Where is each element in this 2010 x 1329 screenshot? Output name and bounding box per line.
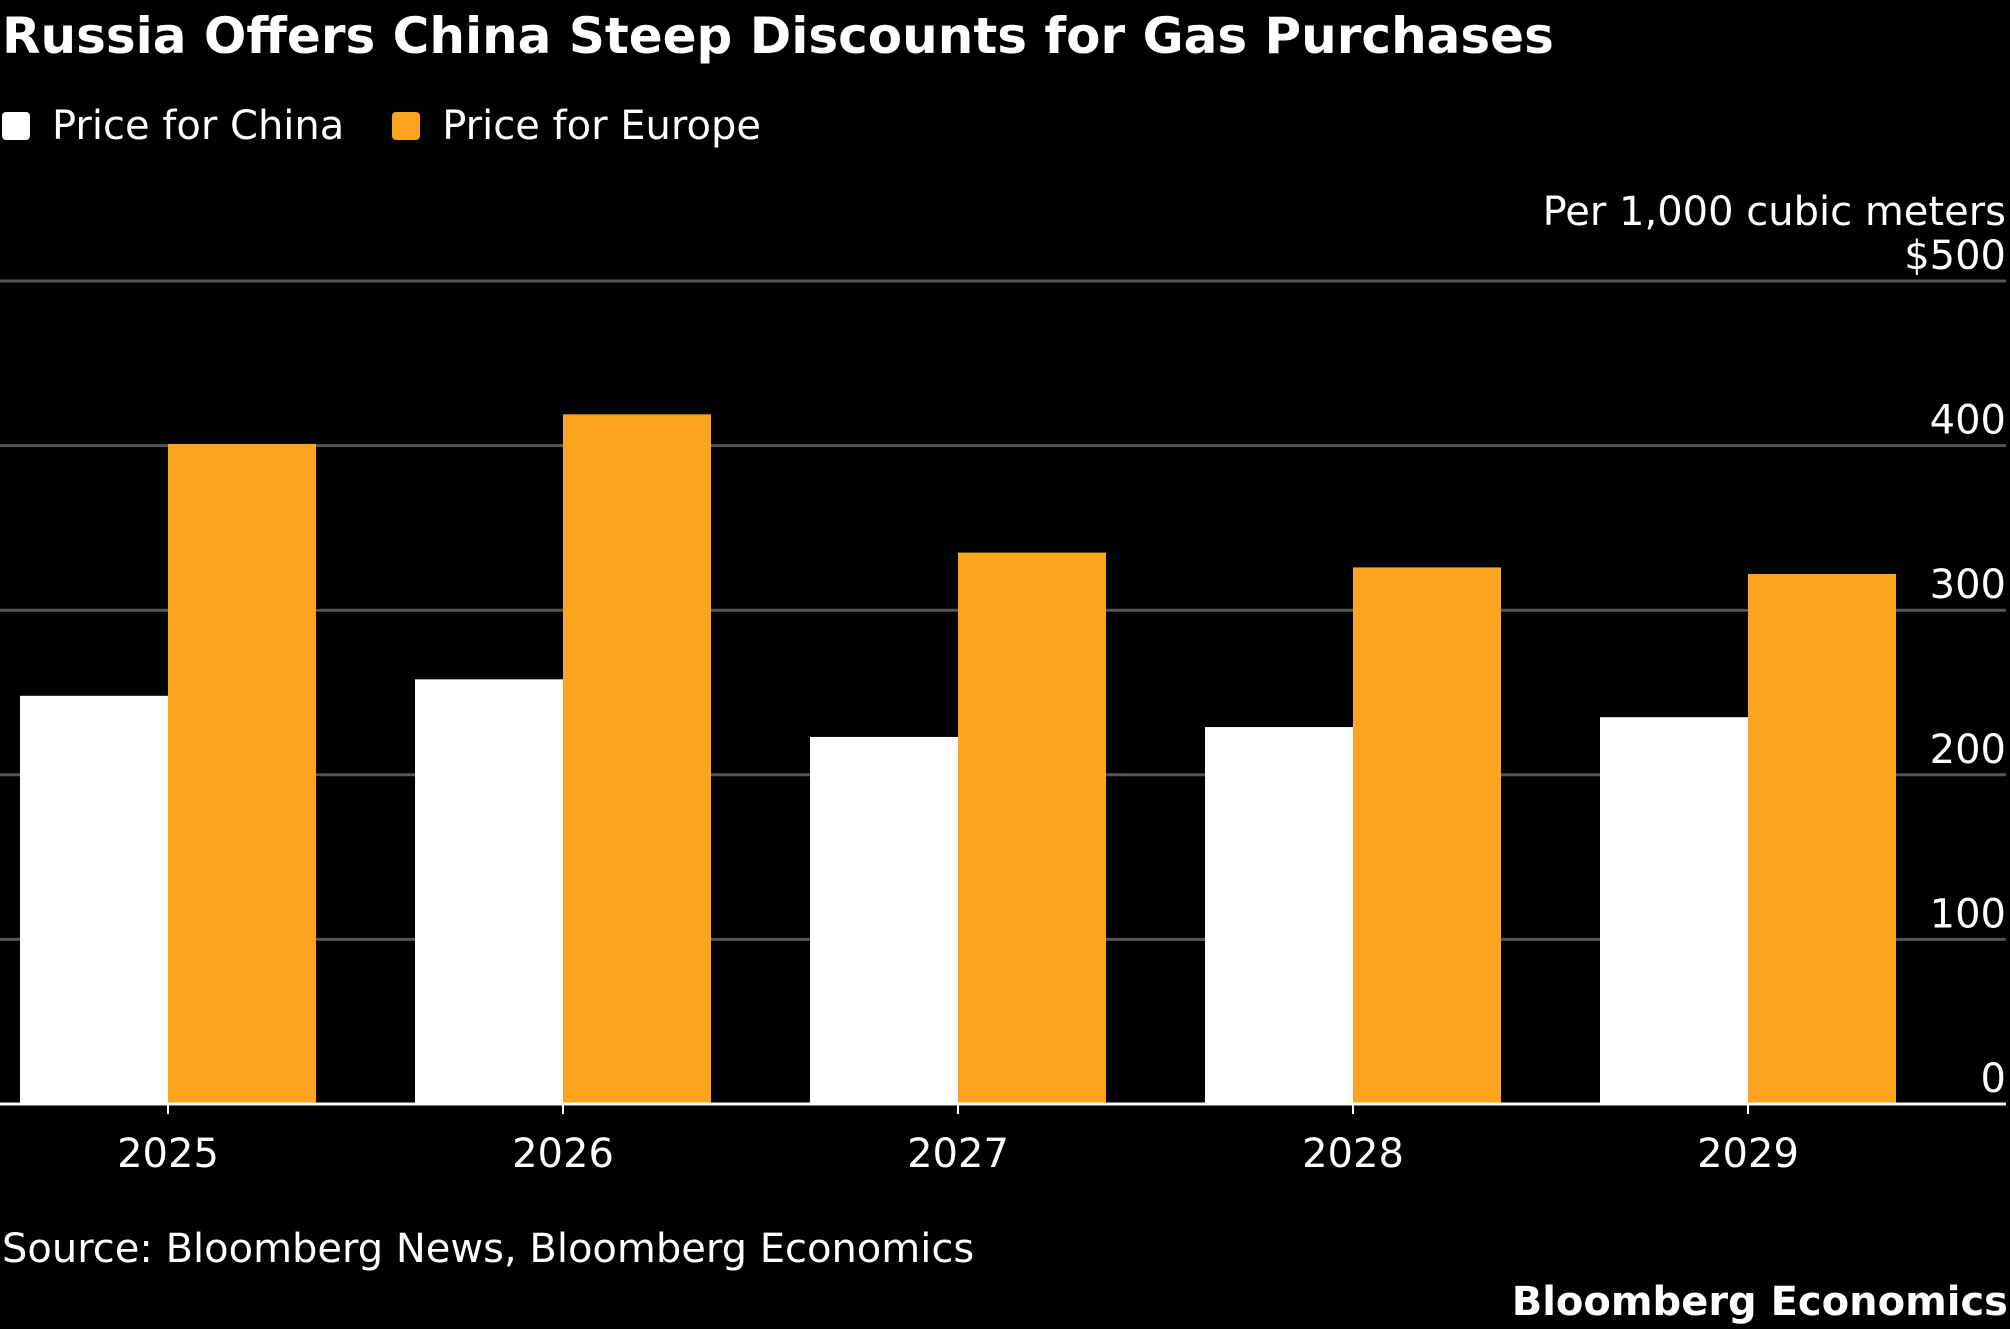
brand-label: Bloomberg Economics bbox=[1511, 1279, 2008, 1325]
x-tick-label: 2026 bbox=[512, 1131, 614, 1177]
bar-europe-2028 bbox=[1353, 567, 1501, 1104]
legend: Price for China Price for Europe bbox=[2, 96, 809, 156]
legend-swatch-china bbox=[2, 112, 30, 140]
y-tick-label: 200 bbox=[1930, 727, 2006, 773]
chart-title: Russia Offers China Steep Discounts for … bbox=[2, 7, 1554, 65]
y-tick-label: 0 bbox=[1981, 1056, 2006, 1102]
bar-china-2028 bbox=[1205, 727, 1353, 1104]
x-tick-label: 2029 bbox=[1697, 1131, 1799, 1177]
x-tick-label: 2028 bbox=[1302, 1131, 1404, 1177]
y-tick-label: $500 bbox=[1904, 233, 2006, 279]
legend-label-china: Price for China bbox=[52, 103, 345, 149]
bar-europe-2025 bbox=[168, 443, 316, 1105]
y-tick-label: 400 bbox=[1930, 398, 2006, 444]
bar-china-2025 bbox=[20, 695, 168, 1104]
x-tick-label: 2025 bbox=[117, 1131, 219, 1177]
axes: Per 1,000 cubic meters 0 100 200 300 400 $500 2… bbox=[0, 189, 2006, 1177]
bar-china-2027 bbox=[810, 736, 958, 1104]
y-axis-label: Per 1,000 cubic meters bbox=[1543, 189, 2006, 235]
legend-label-europe: Price for Europe bbox=[442, 103, 761, 149]
bars bbox=[20, 414, 1896, 1105]
bar-china-2026 bbox=[415, 679, 563, 1104]
bar-europe-2027 bbox=[958, 552, 1106, 1104]
legend-item-europe: Price for Europe bbox=[392, 103, 761, 149]
y-tick-label: 100 bbox=[1930, 891, 2006, 937]
legend-item-china: Price for China bbox=[2, 103, 344, 149]
bar-europe-2029 bbox=[1748, 573, 1896, 1104]
legend-swatch-europe bbox=[392, 112, 421, 140]
bar-europe-2026 bbox=[563, 414, 711, 1104]
y-tick-label: 300 bbox=[1930, 562, 2006, 608]
bar-china-2029 bbox=[1600, 717, 1748, 1104]
x-tick-label: 2027 bbox=[907, 1131, 1009, 1177]
source-note: Source: Bloomberg News, Bloomberg Econom… bbox=[2, 1226, 975, 1272]
